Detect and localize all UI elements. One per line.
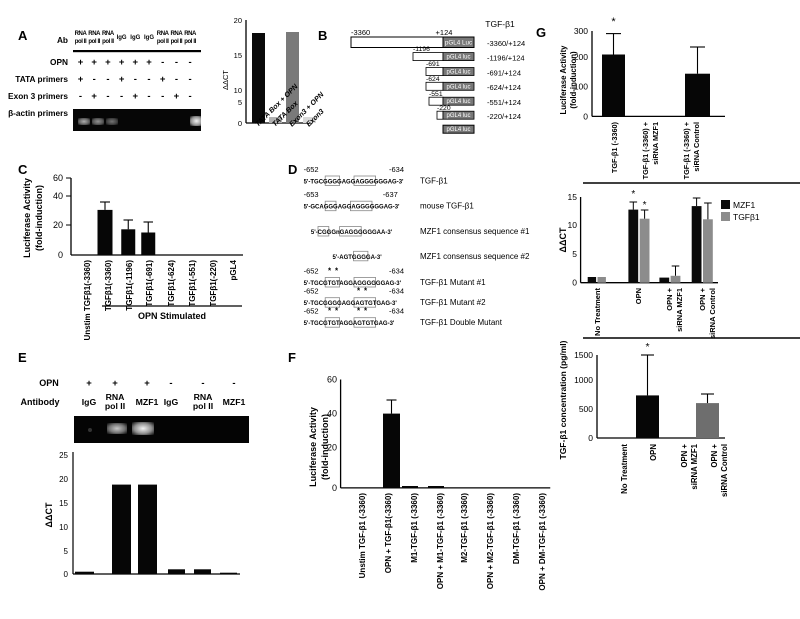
svg-text:0: 0 [588, 433, 593, 443]
svg-text:TGF-β1 concentration (pg/ml): TGF-β1 concentration (pg/ml) [558, 340, 568, 459]
svg-text:No Treatment: No Treatment [620, 444, 629, 494]
svg-text:OPN +: OPN + [710, 444, 719, 468]
svg-text:OPN +: OPN + [680, 444, 689, 468]
svg-text:500: 500 [579, 404, 593, 414]
svg-text:siRNA MZF1: siRNA MZF1 [690, 443, 699, 489]
svg-text:siRNA Control: siRNA Control [720, 444, 729, 497]
svg-text:*: * [645, 341, 649, 353]
svg-text:1500: 1500 [574, 350, 593, 360]
svg-text:1000: 1000 [574, 375, 593, 385]
svg-text:OPN: OPN [649, 444, 658, 461]
